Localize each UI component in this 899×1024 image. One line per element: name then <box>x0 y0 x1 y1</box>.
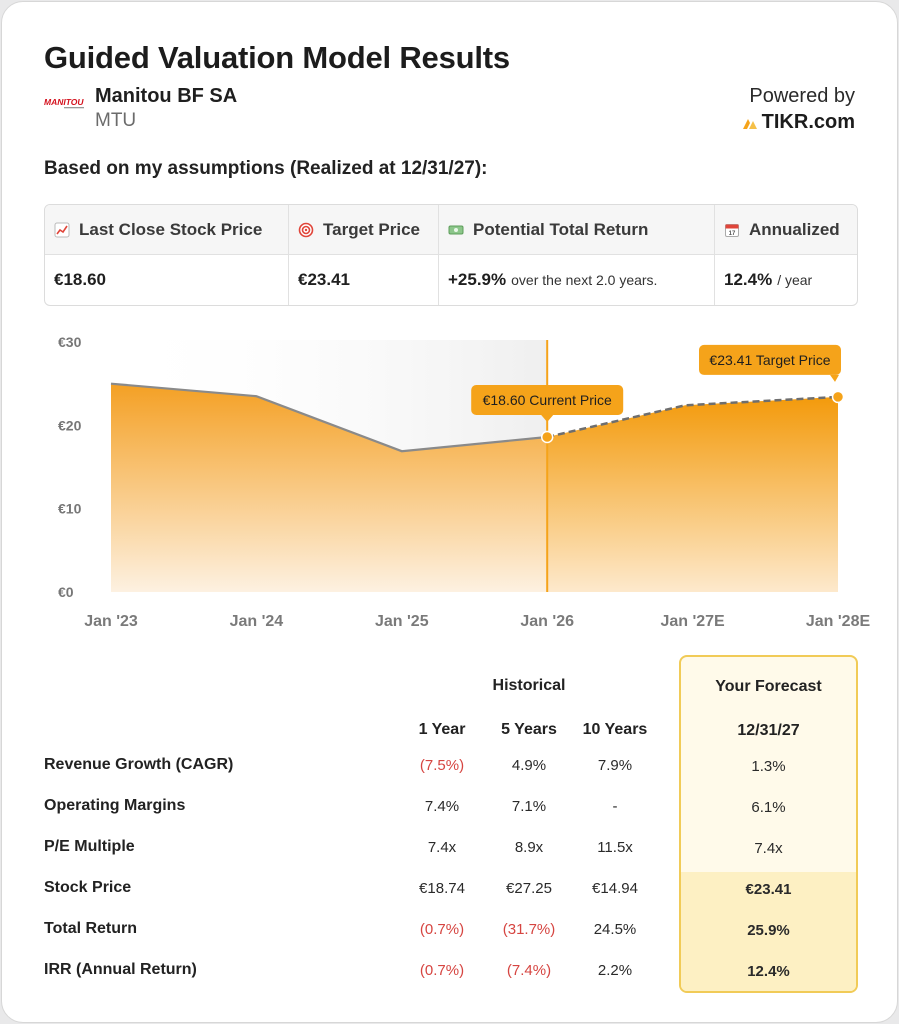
tikr-logo-icon <box>742 118 757 129</box>
chart-icon <box>54 222 70 238</box>
annualized-suffix: / year <box>777 272 813 288</box>
money-icon <box>448 222 464 238</box>
x-tick-label: Jan '25 <box>375 613 429 630</box>
forecast-cell: €23.41 <box>745 881 792 898</box>
annualized-value: 12.4% / year <box>715 255 857 305</box>
forecast-cell: 6.1% <box>751 799 786 816</box>
target-price-tooltip <box>699 344 841 375</box>
powered-by-label: Powered by <box>749 85 855 107</box>
company-logo: MANITOU <box>44 97 84 109</box>
table-cell: €14.94 <box>592 880 638 897</box>
y-tick-label: €0 <box>58 584 74 600</box>
summary-last-close: Last Close Stock Price €18.60 <box>45 205 289 305</box>
page-title: Guided Valuation Model Results <box>44 40 510 75</box>
logo-text: MANITOU <box>44 97 84 107</box>
column-1-year: 1 Year <box>418 721 466 738</box>
target-price-dot[interactable] <box>831 390 845 404</box>
forecast-line <box>546 395 839 439</box>
summary-table: Last Close Stock Price €18.60 Target Pri… <box>44 204 858 306</box>
column-5-years: 5 Years <box>501 721 557 738</box>
x-tick-label: Jan '26 <box>520 613 574 630</box>
table-cell: - <box>612 798 618 815</box>
company-name: Manitou BF SA <box>95 85 238 107</box>
table-cell: 7.9% <box>597 757 633 774</box>
table-cell: 7.4x <box>427 839 457 856</box>
powered-by: Powered by TIKR.com <box>742 85 855 134</box>
target-price-annotation: €23.41 Target Price <box>709 352 830 368</box>
potential-return-suffix: over the next 2.0 years. <box>511 272 658 288</box>
forecast-cell: 1.3% <box>751 758 786 775</box>
current-price-tooltip <box>471 385 624 415</box>
table-cell: €27.25 <box>506 880 552 897</box>
tooltip-pointer <box>541 415 554 422</box>
y-tick-label: €30 <box>58 334 82 350</box>
svg-text:17: 17 <box>729 231 736 237</box>
row-label: Revenue Growth (CAGR) <box>44 756 234 773</box>
table-cell: (7.4%) <box>506 962 552 979</box>
last-close-value: €18.60 <box>54 270 106 289</box>
current-price-annotation: €18.60 Current Price <box>483 392 612 408</box>
tikr-brand[interactable]: TIKR.com <box>742 111 855 134</box>
summary-annualized: 17 Annualized 12.4% / year <box>715 205 857 305</box>
historical-line <box>110 382 548 453</box>
historical-area <box>111 383 548 592</box>
x-tick-label: Jan '24 <box>230 613 284 630</box>
metrics-table: Historical Your Forecast 1 Year 5 Years … <box>2 650 899 1010</box>
row-label: Total Return <box>44 920 138 937</box>
forecast-area <box>547 396 838 592</box>
forecast-column-box <box>679 655 858 993</box>
row-label: Operating Margins <box>44 797 186 814</box>
column-forecast-date: 12/31/27 <box>737 722 800 739</box>
current-price-dot[interactable] <box>540 430 554 444</box>
tooltip-pointer <box>830 374 839 382</box>
forecast-cell: 25.9% <box>747 922 790 939</box>
table-cell: 8.9x <box>514 839 544 856</box>
table-cell: (7.5%) <box>419 757 465 774</box>
table-cell: €18.74 <box>419 880 465 897</box>
x-axis: Jan '23 Jan '24 Jan '25 Jan '26 Jan '27E Jan … <box>84 613 870 630</box>
historical-header: Historical <box>492 677 566 694</box>
table-cell: (0.7%) <box>419 921 465 938</box>
valuation-chart: €30 €20 €10 €0 Jan '23 Jan '24 Jan '25 Jan '26… <box>58 334 870 630</box>
summary-target: Target Price €23.41 <box>289 205 439 305</box>
x-tick-label: Jan '28E <box>806 613 871 630</box>
potential-return-number: +25.9% <box>448 270 507 289</box>
target-icon <box>298 222 314 238</box>
annualized-label: Annualized <box>749 219 840 239</box>
table-cell: (0.7%) <box>419 962 465 979</box>
row-label: Stock Price <box>44 879 132 896</box>
target-value: €23.41 <box>298 270 350 289</box>
table-cell: (31.7%) <box>502 921 556 938</box>
table-cell: 4.9% <box>511 757 547 774</box>
forecast-header: Your Forecast <box>715 678 822 695</box>
chart-annotations: €18.60 Current Price €23.41 Target Price <box>471 344 845 444</box>
x-tick-label: Jan '27E <box>660 613 725 630</box>
potential-return-value: +25.9% over the next 2.0 years. <box>439 255 714 305</box>
forecast-cell: 7.4x <box>754 840 783 857</box>
y-tick-label: €10 <box>58 501 82 517</box>
table-cell: 7.4% <box>424 798 460 815</box>
last-close-label: Last Close Stock Price <box>79 219 263 239</box>
y-axis: €30 €20 €10 €0 <box>58 334 82 600</box>
assumptions-heading: Based on my assumptions (Realized at 12/… <box>44 158 488 179</box>
forecast-highlight <box>681 872 856 991</box>
row-label: IRR (Annual Return) <box>44 961 197 978</box>
annualized-number: 12.4% <box>724 270 773 289</box>
row-label: P/E Multiple <box>44 838 135 855</box>
tikr-brand-label: TIKR.com <box>761 111 855 133</box>
y-tick-label: €20 <box>58 417 82 433</box>
table-cell: 2.2% <box>597 962 633 979</box>
potential-return-label: Potential Total Return <box>473 219 649 239</box>
table-cell: 7.1% <box>511 798 547 815</box>
forecast-cell: 12.4% <box>747 963 790 980</box>
company-ticker: MTU <box>95 110 137 131</box>
x-tick-label: Jan '23 <box>84 613 138 630</box>
column-10-years: 10 Years <box>582 721 648 738</box>
summary-potential-return: Potential Total Return +25.9% over the n… <box>439 205 715 305</box>
target-label: Target Price <box>323 219 421 239</box>
calendar-icon: 17 <box>724 222 740 238</box>
table-cell: 11.5x <box>597 839 633 856</box>
table-cell: 24.5% <box>593 921 637 938</box>
